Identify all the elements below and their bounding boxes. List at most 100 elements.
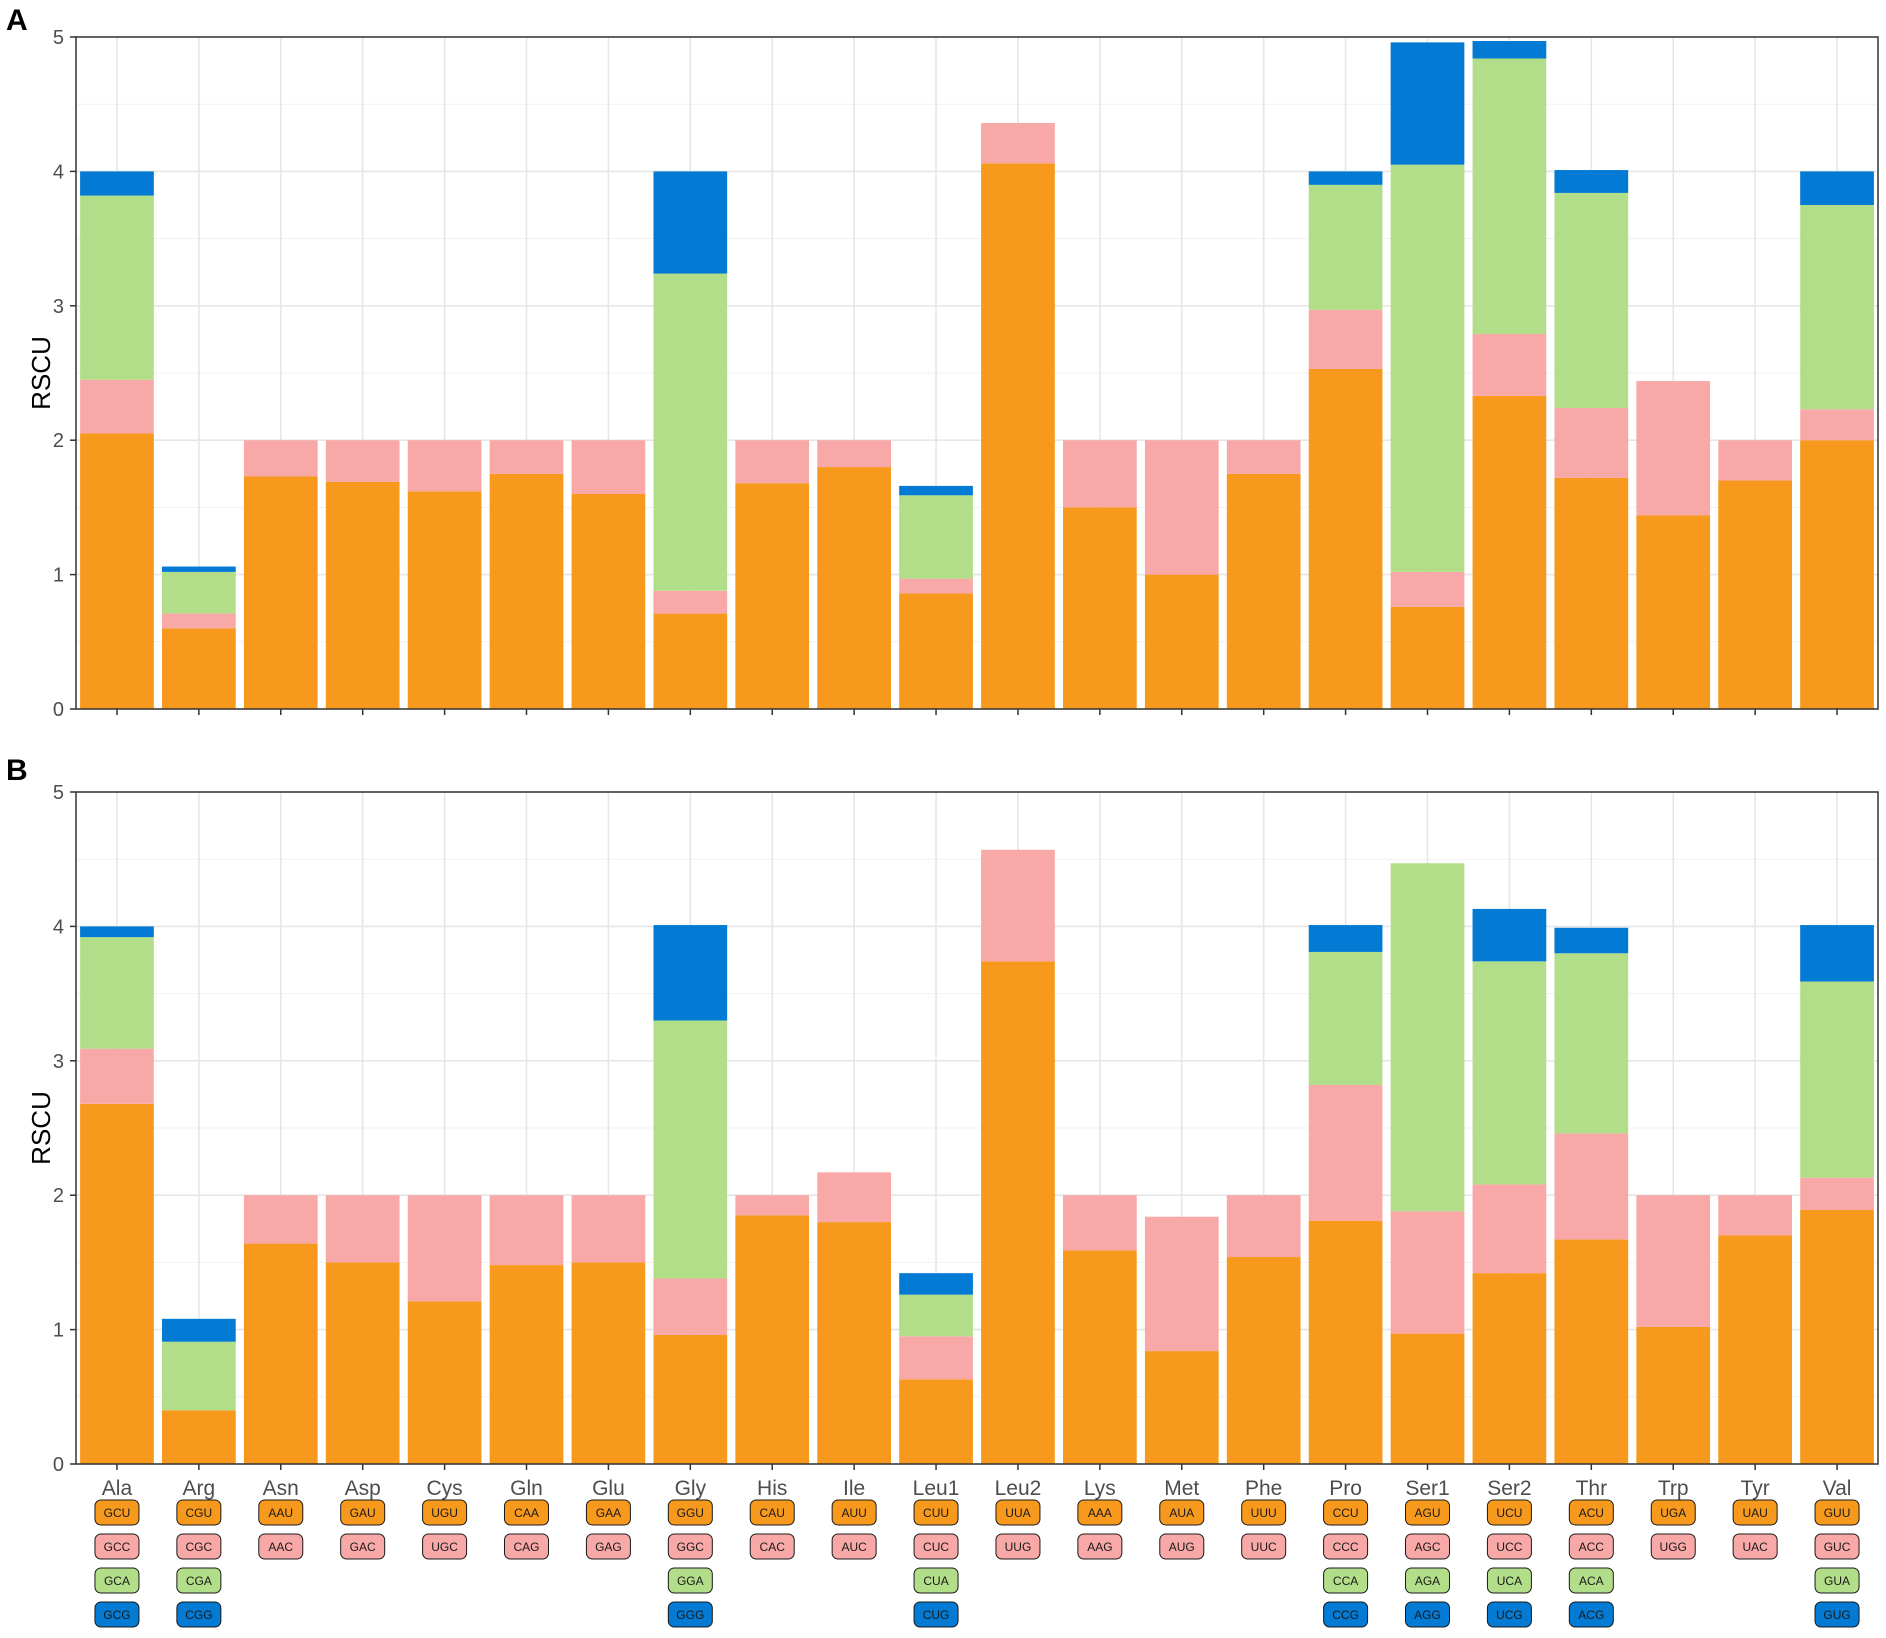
bar-segment-trp-codon2 — [1636, 381, 1711, 516]
bar-segment-arg-codon1 — [162, 628, 236, 709]
bar-segment-ser1-codon3 — [1390, 863, 1465, 1212]
bar-segment-leu2-codon2 — [981, 849, 1055, 962]
codon-label: GAU — [350, 1506, 376, 1520]
bar-segment-ala-codon4 — [80, 171, 154, 196]
panel-frame — [75, 36, 1879, 710]
codon-chip — [94, 1601, 140, 1628]
codon-label: ACA — [1579, 1574, 1604, 1588]
bar-segment-ser1-codon2 — [1390, 571, 1465, 607]
bar-segment-ser2-codon2 — [1472, 334, 1547, 396]
codon-chip — [1159, 1533, 1205, 1560]
codon-chip — [1486, 1567, 1532, 1594]
codon-chip — [667, 1533, 713, 1560]
codon-label: AGC — [1414, 1540, 1440, 1554]
bar-segment-glu-codon2 — [571, 1195, 646, 1263]
codon-label: UUC — [1251, 1540, 1277, 1554]
x-tick-label: Phe — [1245, 1477, 1282, 1500]
codon-chip — [504, 1533, 549, 1560]
codon-chip — [1568, 1567, 1614, 1594]
panel-a-chart: 0 1 2 3 4 5 RSCU — [26, 27, 1879, 721]
codon-label: ACU — [1579, 1506, 1604, 1520]
codon-label: CUC — [923, 1540, 949, 1554]
codon-label: UAC — [1742, 1540, 1768, 1554]
codon-label: UUG — [1005, 1540, 1032, 1554]
bar-segment-pro-codon2 — [1308, 309, 1383, 369]
bar-segment-gly-codon1 — [653, 613, 728, 709]
codon-chip — [176, 1601, 222, 1628]
codon-label: AUC — [841, 1540, 867, 1554]
bar-segment-gly-codon3 — [653, 1020, 728, 1279]
codon-label: UCA — [1497, 1574, 1522, 1588]
codon-chip — [1486, 1601, 1532, 1628]
codon-label: UGA — [1660, 1506, 1686, 1520]
codon-label: UUA — [1005, 1506, 1030, 1520]
bar-segment-trp-codon1 — [1636, 1326, 1711, 1464]
x-tick-label: Pro — [1329, 1477, 1362, 1500]
codon-chip — [1241, 1533, 1287, 1560]
bar-segment-ser1-codon4 — [1390, 42, 1465, 165]
codon-chip — [422, 1499, 468, 1526]
codon-chip — [258, 1533, 304, 1560]
bar-segment-gly-codon1 — [653, 1334, 728, 1464]
codon-label: AUA — [1169, 1506, 1194, 1520]
codon-label: GCC — [104, 1540, 131, 1554]
x-tick-label: Lys — [1084, 1477, 1116, 1500]
bar-segment-met-codon2 — [1144, 1216, 1219, 1352]
bar-segment-val-codon1 — [1800, 1209, 1874, 1464]
codon-chip — [1814, 1567, 1860, 1594]
codon-chip — [176, 1567, 222, 1594]
y-tick-label: 5 — [53, 27, 64, 49]
codon-chip — [1814, 1499, 1860, 1526]
bar-segment-phe-codon1 — [1226, 473, 1301, 709]
codon-label: AAU — [268, 1506, 293, 1520]
x-tick-label: Gln — [510, 1477, 543, 1500]
bar-segment-arg-codon3 — [162, 571, 236, 614]
y-tick-label: 1 — [53, 1320, 64, 1342]
bar-segment-gly-codon2 — [653, 1278, 728, 1335]
bar-segment-his-codon1 — [735, 1215, 810, 1464]
codon-label: UUU — [1251, 1506, 1277, 1520]
bar-segment-ala-codon1 — [80, 1103, 154, 1464]
bar-segment-tyr-codon1 — [1718, 480, 1792, 709]
bar-segment-pro-codon3 — [1308, 951, 1383, 1085]
x-tick-label: Ile — [843, 1477, 865, 1500]
bar-segment-his-codon2 — [735, 440, 810, 484]
bar-segment-his-codon2 — [735, 1195, 810, 1216]
bar-segment-ile-codon2 — [817, 1172, 891, 1223]
bar-segment-arg-codon3 — [162, 1341, 236, 1411]
x-tick-label: Ser1 — [1405, 1477, 1449, 1500]
codon-chip — [667, 1567, 713, 1594]
codon-label: CGG — [185, 1608, 212, 1622]
bar-segment-lys-codon2 — [1063, 440, 1137, 508]
bar-segment-thr-codon3 — [1554, 192, 1629, 408]
bar-segment-arg-codon1 — [162, 1410, 236, 1464]
codon-label: GCU — [104, 1506, 131, 1520]
codon-label: CAC — [760, 1540, 786, 1554]
x-tick-label: Ser2 — [1487, 1477, 1531, 1500]
bar-segment-asn-codon2 — [243, 1195, 318, 1244]
codon-label: CAA — [514, 1506, 539, 1520]
codon-label: UCU — [1496, 1506, 1522, 1520]
codon-label: CUA — [923, 1574, 948, 1588]
x-tick-label: Leu1 — [913, 1477, 960, 1500]
bar-segment-thr-codon4 — [1554, 170, 1629, 193]
codon-chip — [1486, 1499, 1532, 1526]
y-tick-label: 1 — [53, 565, 64, 587]
bar-segment-ser1-codon2 — [1390, 1211, 1465, 1334]
codon-chip — [1323, 1499, 1369, 1526]
bar-segment-pro-codon1 — [1308, 368, 1383, 709]
codon-chip — [1568, 1601, 1614, 1628]
codon-label: CUG — [923, 1608, 950, 1622]
bar-segment-cys-codon1 — [407, 491, 482, 709]
y-tick-label: 5 — [53, 782, 64, 804]
codon-chip — [1405, 1533, 1450, 1560]
bar-segment-leu2-codon2 — [981, 123, 1055, 164]
bar-segment-phe-codon2 — [1226, 1195, 1301, 1258]
x-tick-label: Ala — [102, 1477, 133, 1500]
codon-label: CGA — [186, 1574, 212, 1588]
codon-label: AUG — [1169, 1540, 1195, 1554]
codon-chip — [831, 1533, 877, 1560]
codon-chip — [176, 1533, 222, 1560]
bar-segment-val-codon2 — [1800, 1177, 1874, 1210]
